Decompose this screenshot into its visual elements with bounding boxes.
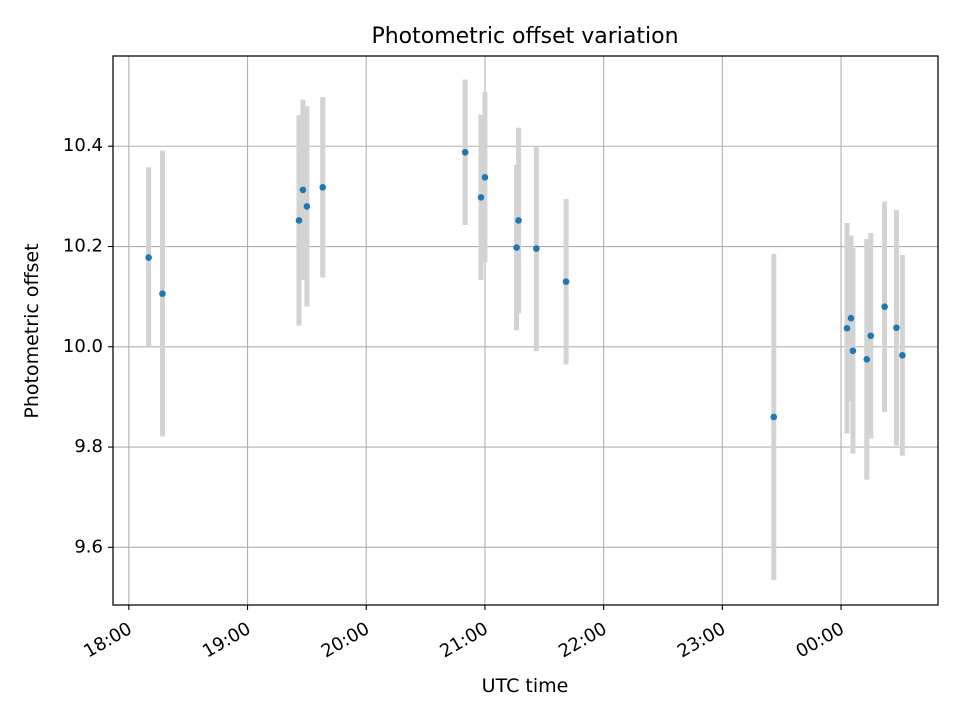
data-points xyxy=(145,148,906,421)
data-point xyxy=(159,290,166,297)
data-point xyxy=(562,278,570,285)
data-point xyxy=(481,174,489,181)
x-axis-label: UTC time xyxy=(482,675,569,697)
data-point xyxy=(893,324,900,332)
data-point xyxy=(319,184,327,191)
y-tick-label: 10.4 xyxy=(63,135,103,156)
data-point xyxy=(881,303,888,310)
data-point xyxy=(295,217,303,224)
grid xyxy=(113,56,938,605)
data-point xyxy=(847,314,855,322)
y-tick-label: 9.8 xyxy=(74,436,103,457)
y-tick-label: 9.6 xyxy=(74,536,103,557)
data-point xyxy=(145,254,152,261)
data-point xyxy=(867,332,875,340)
data-point xyxy=(461,148,469,156)
chart-title: Photometric offset variation xyxy=(371,24,678,49)
data-point xyxy=(477,194,485,201)
y-axis-label: Photometric offset xyxy=(21,243,43,418)
y-tick-label: 10.0 xyxy=(63,336,103,357)
data-point xyxy=(303,203,311,210)
y-tick-label: 10.2 xyxy=(63,236,103,257)
plot-frame xyxy=(112,55,939,606)
data-point xyxy=(513,244,520,251)
data-point xyxy=(899,352,906,359)
data-point xyxy=(770,413,778,421)
y-axis-ticks: 9.6 9.8 10.0 10.2 10.4 xyxy=(63,135,113,557)
data-point xyxy=(863,356,871,363)
data-point xyxy=(515,217,522,224)
data-point xyxy=(533,245,540,252)
data-point xyxy=(843,324,851,332)
data-point xyxy=(849,347,857,355)
data-point xyxy=(299,186,307,194)
